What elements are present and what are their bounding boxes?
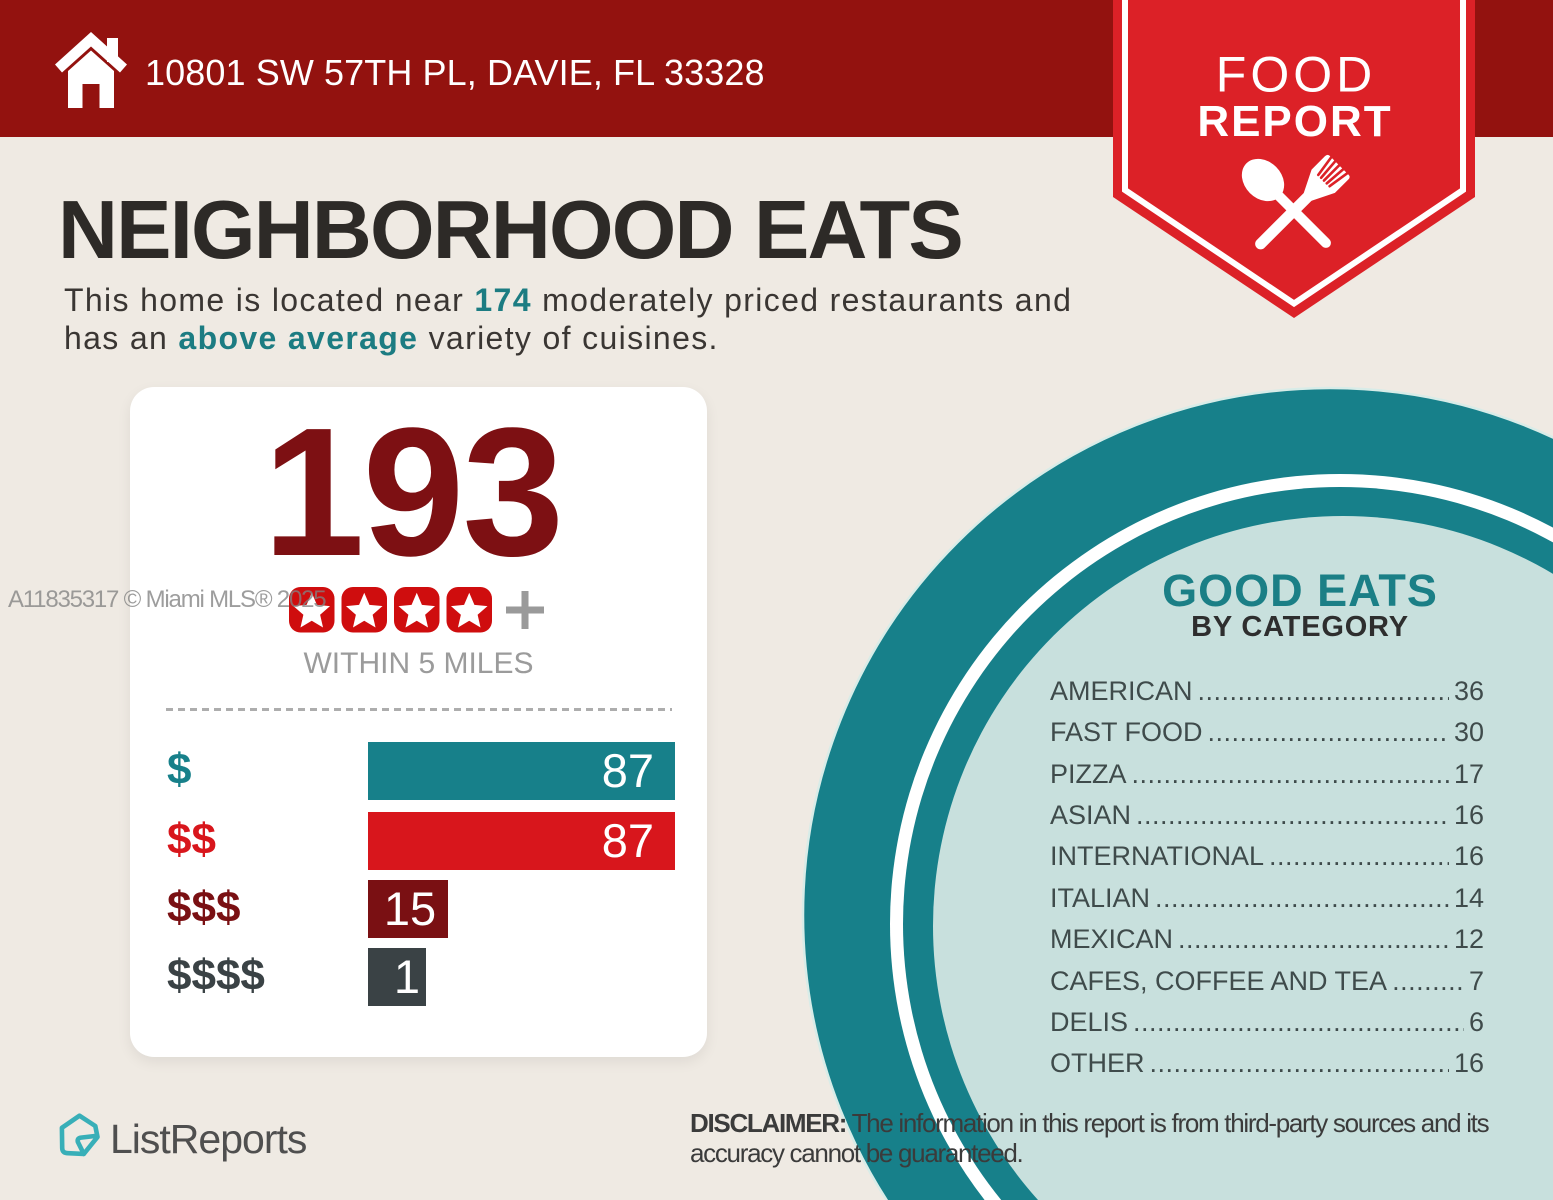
svg-text:FOOD: FOOD	[1216, 47, 1376, 103]
svg-text:REPORT: REPORT	[1197, 97, 1392, 146]
